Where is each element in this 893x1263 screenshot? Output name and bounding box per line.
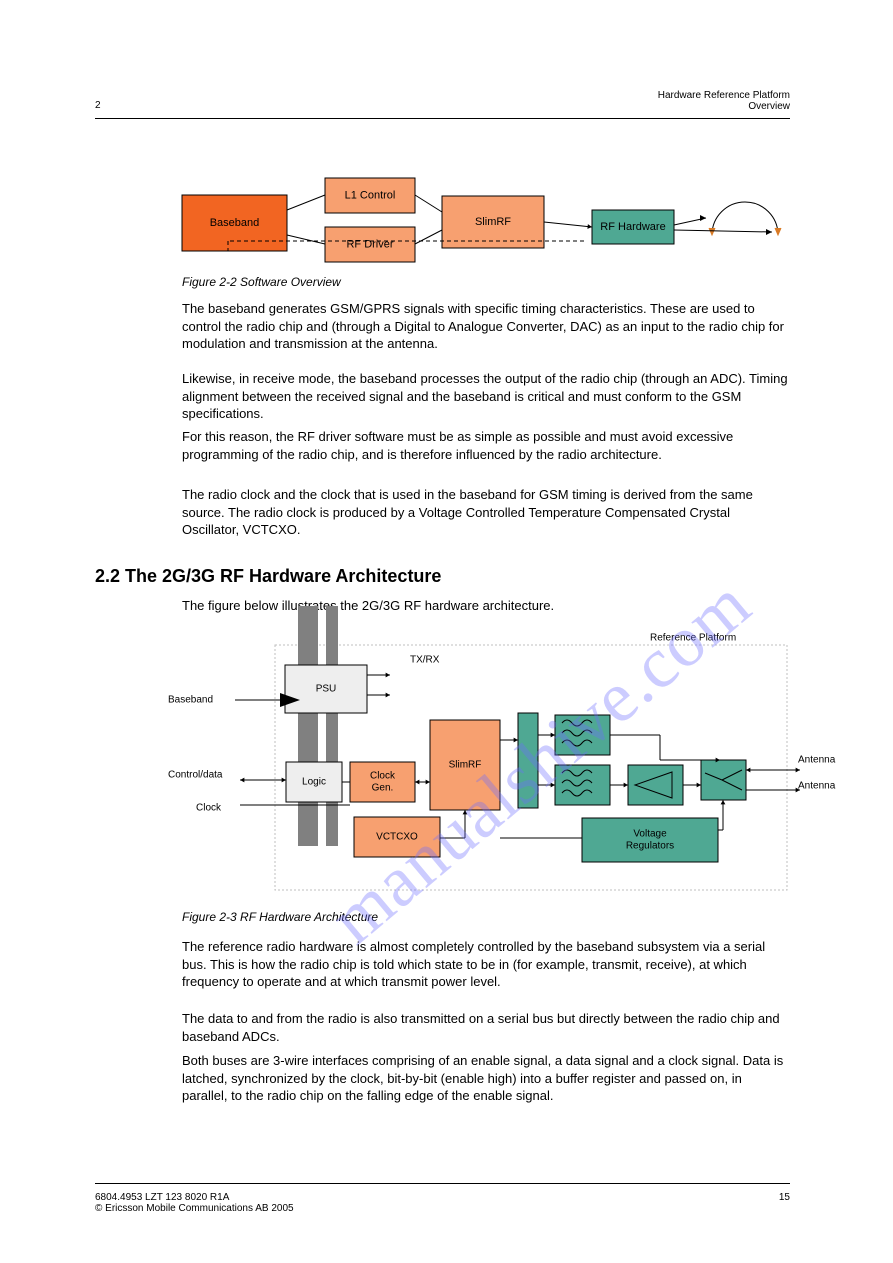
- footer-left-1: 6804.4953 LZT 123 8020 R1A: [95, 1192, 294, 1203]
- svg-text:Reference Platform: Reference Platform: [650, 633, 736, 644]
- fig2-caption: Figure 2-3 RF Hardware Architecture: [182, 910, 378, 924]
- svg-text:Clock: Clock: [196, 803, 222, 814]
- svg-text:Clock: Clock: [370, 771, 396, 782]
- svg-text:Control/data: Control/data: [168, 770, 223, 781]
- svg-text:Logic: Logic: [302, 777, 326, 788]
- svg-text:SlimRF: SlimRF: [449, 760, 482, 771]
- page: 2 Hardware Reference Platform Overview B…: [0, 0, 893, 1263]
- svg-text:Voltage: Voltage: [633, 829, 667, 840]
- svg-text:Antenna: Antenna: [798, 755, 836, 766]
- footer-right: 15: [779, 1192, 790, 1203]
- figure-2-3: PSULogicClockGen.VCTCXOSlimRFVoltageRegu…: [0, 0, 893, 920]
- hr-bottom: [95, 1183, 790, 1184]
- para-7: The data to and from the radio is also t…: [182, 1010, 790, 1045]
- footer-left-2: © Ericsson Mobile Communications AB 2005: [95, 1203, 294, 1214]
- svg-text:TX/RX: TX/RX: [410, 655, 440, 666]
- svg-text:Antenna: Antenna: [798, 781, 836, 792]
- svg-text:PSU: PSU: [316, 684, 337, 695]
- svg-text:Baseband: Baseband: [168, 695, 213, 706]
- svg-text:Gen.: Gen.: [372, 783, 394, 794]
- para-6: The reference radio hardware is almost c…: [182, 938, 790, 991]
- svg-text:VCTCXO: VCTCXO: [376, 832, 418, 843]
- para-8: Both buses are 3-wire interfaces compris…: [182, 1052, 790, 1105]
- svg-text:Regulators: Regulators: [626, 841, 674, 852]
